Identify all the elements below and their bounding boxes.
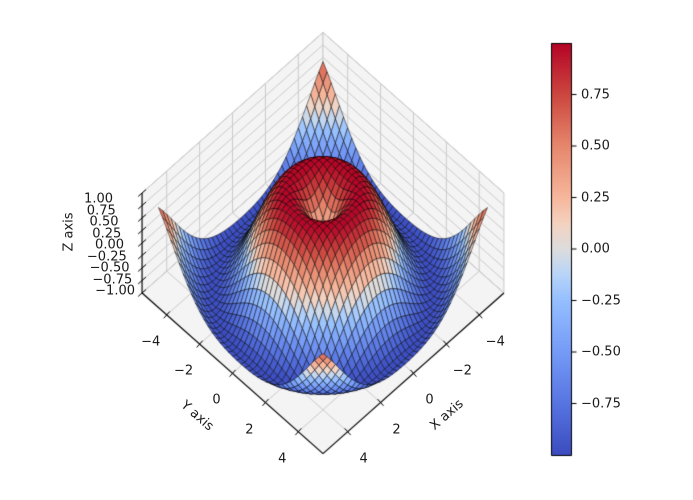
x-tick-label: 0 — [425, 392, 434, 408]
colorbar-tick-label: −0.75 — [581, 396, 621, 411]
z-tick-label: −0.50 — [89, 260, 130, 276]
x-tick-label: 4 — [359, 451, 368, 467]
z-tick-label: 0.50 — [89, 214, 119, 230]
z-tick-label: 0.25 — [92, 226, 122, 241]
colorbar-tick-label: 0.25 — [581, 190, 610, 205]
colorbar-tick-label: −0.50 — [581, 344, 621, 360]
y-tick-label: 0 — [212, 392, 221, 408]
colorbar-tick-label: 0.00 — [581, 241, 610, 257]
z-axis-label: Z axis — [61, 212, 77, 252]
z-tick-label: −0.25 — [86, 249, 127, 264]
z-tick-label: 1.00 — [84, 191, 113, 207]
z-tick-label: −1.00 — [95, 283, 135, 299]
z-tick-label: 0.75 — [86, 203, 116, 218]
y-tick-label: −4 — [141, 334, 161, 350]
x-tick-label: 2 — [392, 422, 401, 437]
y-tick-label: −2 — [174, 363, 194, 379]
z-tick-label: −0.75 — [92, 272, 133, 287]
colorbar-tick-label: −0.25 — [581, 293, 621, 308]
x-tick-label: −4 — [485, 334, 505, 350]
z-tick-label: 0.00 — [95, 237, 124, 253]
y-tick-label: 2 — [245, 422, 254, 437]
colorbar-tick-label: 0.75 — [581, 87, 610, 102]
colorbar-tick-label: 0.50 — [581, 138, 610, 154]
x-tick-label: −2 — [452, 363, 472, 379]
y-tick-label: 4 — [278, 451, 287, 467]
